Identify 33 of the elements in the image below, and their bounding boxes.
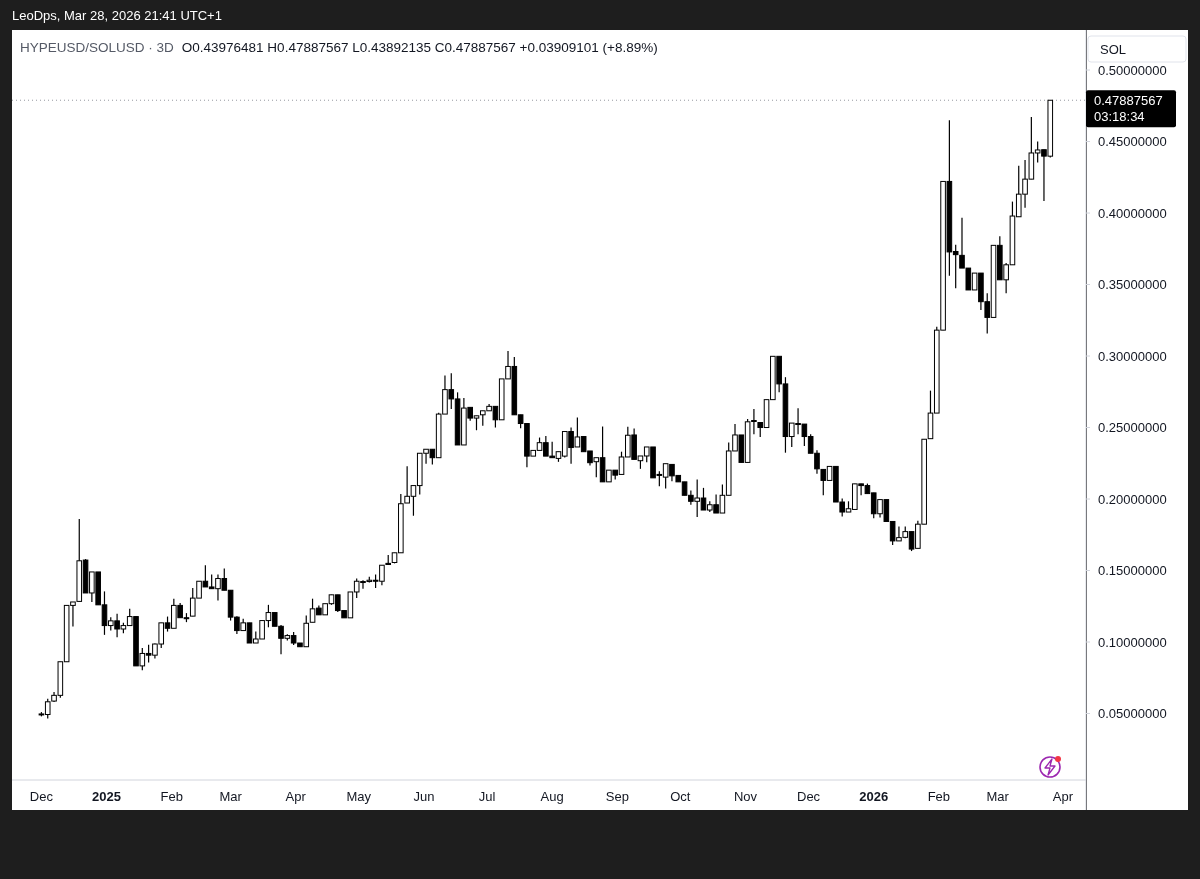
y-tick-label: 0.35000000 (1098, 277, 1167, 293)
y-tick-label: 0.10000000 (1098, 634, 1167, 650)
y-tick-label: 0.05000000 (1098, 706, 1167, 722)
ref-line-label: 0.47887567 (1094, 93, 1163, 109)
text: HYPEUSD/SOLUSD · 3D (20, 40, 175, 55)
y-tick-label: 0.25000000 (1098, 420, 1167, 436)
y-tick-label: 0.40000000 (1098, 205, 1167, 221)
x-tick-label: 2025 (92, 789, 122, 804)
x-tick-label: Dec (29, 789, 54, 804)
x-tick-label: May (346, 789, 372, 804)
y-tick-label: 0.30000000 (1098, 348, 1167, 364)
y-tick-label: 0.50000000 (1098, 62, 1167, 78)
x-tick-label: Mar (986, 789, 1010, 804)
y-tick-label: 0.45000000 (1098, 134, 1167, 150)
x-tick-label: Sep (605, 789, 629, 804)
x-tick-label: Mar (219, 789, 243, 804)
x-tick-label: Nov (733, 789, 758, 804)
x-tick-label: Aug (540, 789, 564, 804)
x-tick-label: Apr (285, 789, 307, 804)
x-tick-label: Dec (797, 789, 821, 804)
text: 03:18:34 (1094, 109, 1145, 125)
x-tick-label: 2026 (859, 789, 889, 804)
x-tick-label: Feb (160, 789, 183, 804)
x-tick-label: Jun (413, 789, 435, 804)
text: LeoDps, Mar 28, 2026 21:41 UTC+1 (12, 8, 222, 23)
x-tick-label: Jul (478, 789, 496, 804)
text: SOL (1100, 42, 1127, 57)
x-tick-label: Oct (670, 789, 691, 804)
y-tick-label: 0.15000000 (1098, 563, 1167, 579)
y-tick-label: 0.20000000 (1098, 491, 1167, 507)
text: O0.43976481 H0.47887567 L0.43892135 C0.47887567 +0.03909101 (+8.89%) (181, 40, 658, 55)
x-tick-label: Apr (1052, 789, 1074, 804)
x-tick-label: Feb (927, 789, 951, 804)
